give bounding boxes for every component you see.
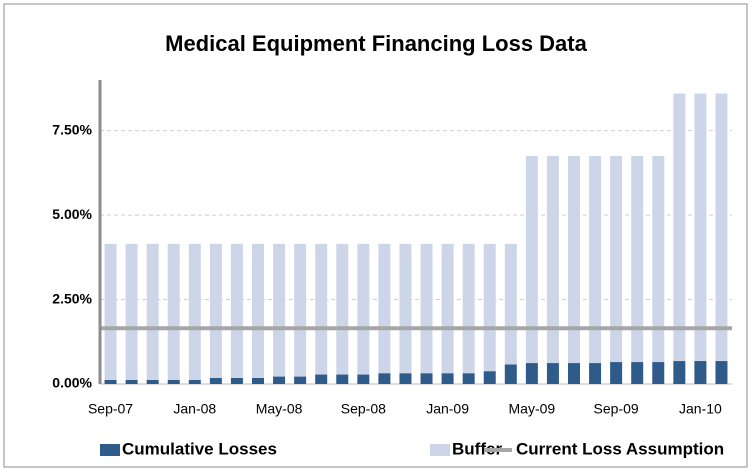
legend-label: Current Loss Assumption	[516, 439, 724, 458]
bar	[315, 243, 328, 375]
chart-border	[3, 3, 748, 468]
chart-title: Medical Equipment Financing Loss Data	[165, 31, 587, 56]
bar	[230, 243, 243, 378]
bar	[357, 374, 370, 384]
bar	[167, 379, 180, 384]
bar	[568, 156, 580, 364]
bar	[209, 377, 222, 384]
bar	[589, 156, 602, 364]
bar	[673, 93, 686, 362]
bar	[230, 377, 243, 384]
y-tick-label: 5.00%	[52, 206, 92, 222]
bar	[462, 373, 475, 384]
bar	[273, 243, 286, 377]
bar	[462, 243, 475, 374]
y-tick-label: 2.50%	[52, 290, 92, 306]
bar	[336, 243, 349, 375]
x-tick-label: Sep-08	[341, 401, 386, 417]
legend-swatch	[430, 444, 450, 456]
y-tick-label: 0.00%	[52, 375, 92, 391]
bar	[252, 243, 264, 378]
bar	[610, 362, 623, 384]
bar	[652, 362, 665, 384]
x-tick-label: May-08	[256, 401, 303, 417]
bar	[568, 363, 580, 384]
bar	[441, 373, 454, 384]
bar	[378, 373, 391, 384]
bar	[631, 362, 644, 384]
y-tick-label: 7.50%	[52, 121, 92, 137]
bar	[273, 376, 286, 384]
bar	[715, 93, 728, 362]
bar	[146, 243, 159, 380]
legend-swatch	[100, 444, 120, 456]
bar	[188, 243, 201, 380]
legend-label: Buffer	[452, 439, 502, 458]
x-tick-label: Sep-07	[88, 401, 133, 417]
legend-label: Cumulative Losses	[122, 439, 277, 458]
bar	[146, 379, 159, 384]
x-tick-label: May-09	[509, 401, 556, 417]
bar	[420, 373, 433, 384]
bar	[546, 363, 559, 384]
bar	[315, 374, 328, 384]
bar	[399, 373, 412, 384]
bar	[504, 243, 517, 365]
bar	[610, 156, 623, 363]
bar	[125, 379, 138, 384]
bar	[357, 243, 370, 375]
bar	[399, 243, 412, 374]
bar	[420, 243, 433, 374]
bar	[694, 361, 707, 384]
bar	[504, 364, 517, 384]
bar	[336, 374, 349, 384]
bar	[125, 243, 138, 380]
bar	[378, 243, 391, 374]
bar	[483, 243, 496, 372]
bar	[715, 361, 728, 384]
bar	[294, 376, 307, 384]
bar	[483, 371, 496, 384]
bar	[104, 243, 117, 380]
x-tick-label: Jan-10	[679, 401, 722, 417]
bar	[294, 243, 307, 377]
bar	[673, 361, 686, 384]
bar	[546, 156, 559, 364]
bar	[188, 379, 201, 384]
bar	[589, 363, 602, 384]
x-tick-label: Jan-08	[173, 401, 216, 417]
bar	[167, 243, 180, 380]
bar	[525, 363, 538, 384]
x-tick-label: Jan-09	[426, 401, 469, 417]
bar	[694, 93, 707, 362]
bar	[252, 377, 264, 384]
bar	[631, 156, 644, 363]
bar	[209, 243, 222, 378]
x-tick-label: Sep-09	[594, 401, 639, 417]
bar	[652, 156, 665, 363]
bar	[441, 243, 454, 374]
bar	[525, 156, 538, 364]
bar	[104, 379, 117, 384]
